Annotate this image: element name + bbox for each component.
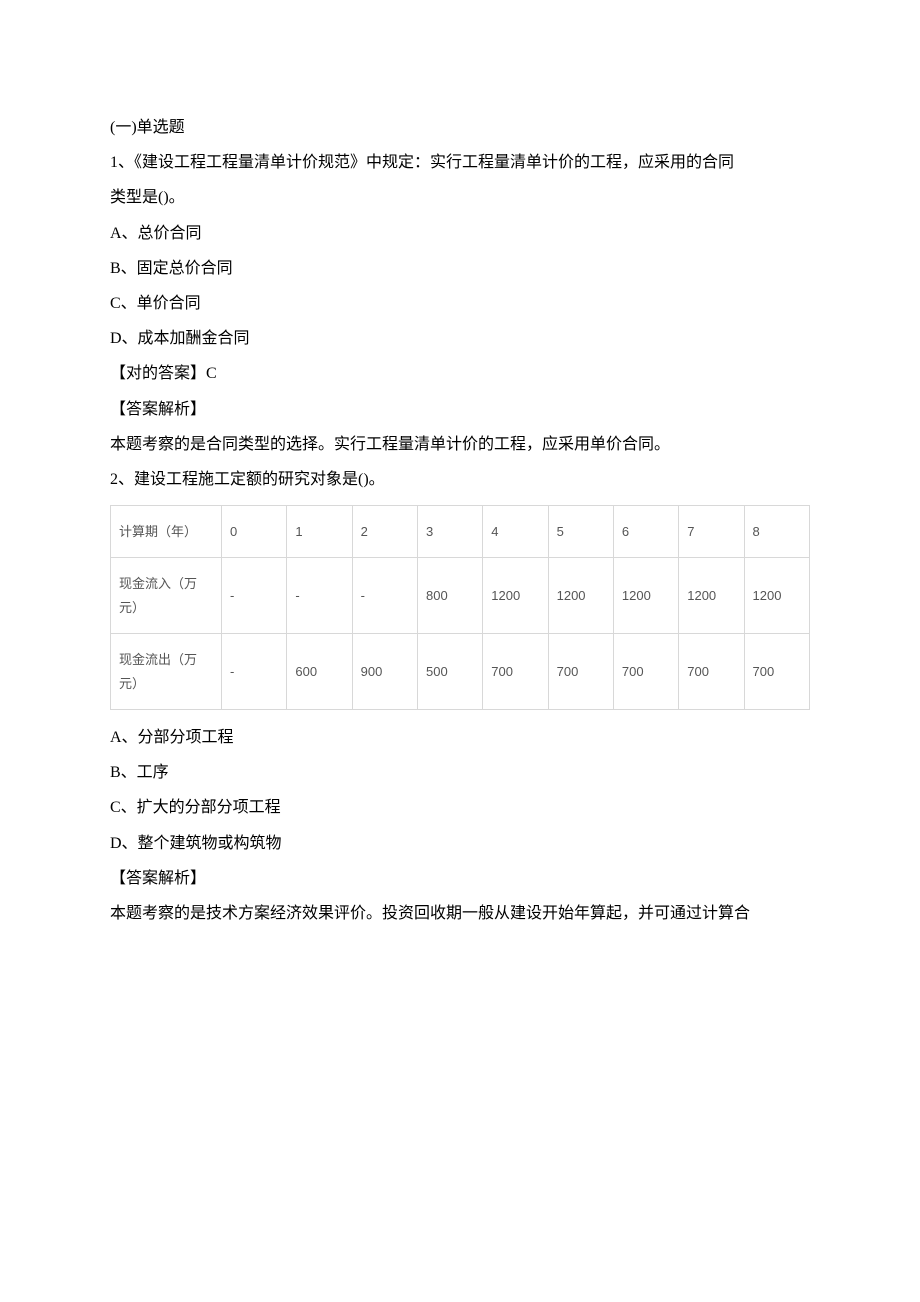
table-cell: 2 [352, 506, 417, 558]
table-cell: 5 [548, 506, 613, 558]
table-cell: 700 [744, 634, 809, 710]
table-cell: 3 [417, 506, 482, 558]
q1-analysis-label: 【答案解析】 [110, 392, 810, 427]
table-cell: 6 [613, 506, 678, 558]
table-cell: - [352, 558, 417, 634]
table-cell-label: 计算期（年） [111, 506, 222, 558]
table-cell: 900 [352, 634, 417, 710]
q1-option-d: D、成本加酬金合同 [110, 321, 810, 356]
q2-stem: 2、建设工程施工定额的研究对象是()。 [110, 462, 810, 497]
q1-analysis-text: 本题考察的是合同类型的选择。实行工程量清单计价的工程，应采用单价合同。 [110, 427, 810, 462]
table-cell: - [222, 634, 287, 710]
table-cell: 700 [679, 634, 744, 710]
table-cell: 500 [417, 634, 482, 710]
q2-option-c: C、扩大的分部分项工程 [110, 790, 810, 825]
q2-analysis-label: 【答案解析】 [110, 861, 810, 896]
q1-option-c: C、单价合同 [110, 286, 810, 321]
q1-option-b: B、固定总价合同 [110, 251, 810, 286]
table-cell: 1200 [744, 558, 809, 634]
table-cell-label: 现金流出（万元） [111, 634, 222, 710]
table-cell: - [287, 558, 352, 634]
table-cell: 7 [679, 506, 744, 558]
table-cell: 1200 [483, 558, 548, 634]
table-cell: 800 [417, 558, 482, 634]
table-cell: 1200 [548, 558, 613, 634]
table-row: 现金流入（万元） - - - 800 1200 1200 1200 1200 1… [111, 558, 810, 634]
q2-analysis-text: 本题考察的是技术方案经济效果评价。投资回收期一般从建设开始年算起，并可通过计算合 [110, 896, 810, 931]
section-title: (一)单选题 [110, 110, 810, 145]
q2-option-a: A、分部分项工程 [110, 720, 810, 755]
table-cell: 1200 [613, 558, 678, 634]
table-row: 现金流出（万元） - 600 900 500 700 700 700 700 7… [111, 634, 810, 710]
table-cell: 700 [613, 634, 678, 710]
table-cell: 700 [483, 634, 548, 710]
q1-stem-line2: 类型是()。 [110, 180, 810, 215]
table-cell: 8 [744, 506, 809, 558]
q2-option-b: B、工序 [110, 755, 810, 790]
table-cell: - [222, 558, 287, 634]
table-cell: 4 [483, 506, 548, 558]
table-cell: 1200 [679, 558, 744, 634]
table-cell: 600 [287, 634, 352, 710]
q1-answer: 【对的答案】C [110, 356, 810, 391]
q1-option-a: A、总价合同 [110, 216, 810, 251]
cashflow-table: 计算期（年） 0 1 2 3 4 5 6 7 8 现金流入（万元） - - - … [110, 505, 810, 710]
q2-option-d: D、整个建筑物或构筑物 [110, 826, 810, 861]
table-cell-label: 现金流入（万元） [111, 558, 222, 634]
q1-stem-line1: 1、《建设工程工程量清单计价规范》中规定：实行工程量清单计价的工程，应采用的合同 [110, 145, 810, 180]
table-cell: 700 [548, 634, 613, 710]
table-cell: 1 [287, 506, 352, 558]
table-cell: 0 [222, 506, 287, 558]
table-row: 计算期（年） 0 1 2 3 4 5 6 7 8 [111, 506, 810, 558]
